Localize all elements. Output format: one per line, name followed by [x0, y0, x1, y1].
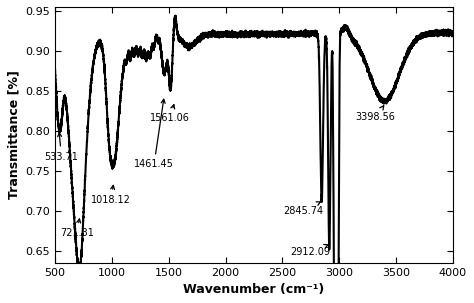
- Y-axis label: Transmittance [%]: Transmittance [%]: [7, 71, 20, 199]
- Text: 1018.12: 1018.12: [91, 185, 131, 205]
- Text: 3398.56: 3398.56: [356, 106, 396, 122]
- Text: 533.71: 533.71: [45, 133, 78, 161]
- Text: 1561.06: 1561.06: [150, 105, 190, 123]
- Text: 2845.74: 2845.74: [283, 201, 323, 216]
- Text: 1461.45: 1461.45: [134, 99, 174, 169]
- Text: 2912.09: 2912.09: [290, 245, 330, 257]
- Text: 721.31: 721.31: [60, 219, 94, 238]
- X-axis label: Wavenumber (cm⁻¹): Wavenumber (cm⁻¹): [183, 283, 325, 296]
